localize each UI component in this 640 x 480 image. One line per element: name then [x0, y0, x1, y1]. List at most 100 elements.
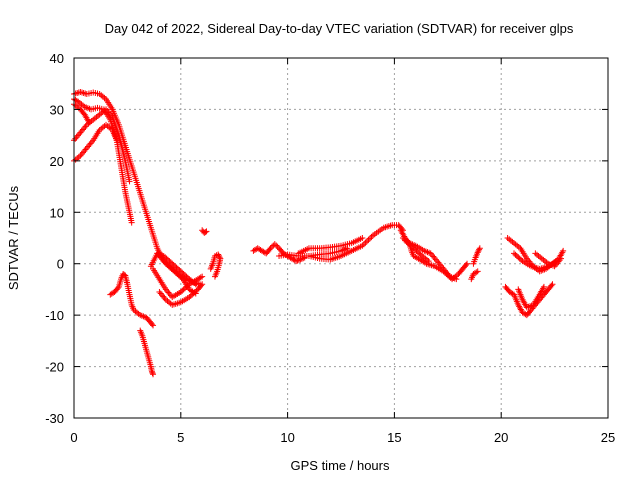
- data-point: [549, 281, 556, 288]
- data-point: [293, 258, 300, 265]
- data-point: [167, 259, 174, 266]
- data-point: [271, 241, 278, 248]
- data-point: [217, 255, 224, 262]
- data-point: [177, 268, 184, 275]
- data-point: [199, 281, 206, 288]
- data-point: [197, 274, 204, 281]
- data-point: [413, 247, 420, 254]
- data-point: [178, 274, 185, 281]
- axis-ticks: 0 5 10 15 20 25 -30 -20 -10 0 10 20 30 40: [45, 51, 615, 445]
- data-point: [172, 269, 179, 276]
- y-tick-label: -10: [45, 308, 64, 323]
- data-point: [169, 260, 176, 267]
- grid: [74, 58, 608, 418]
- data-point: [160, 253, 167, 259]
- data-point: [462, 262, 469, 268]
- data-point: [202, 229, 209, 236]
- x-tick-label: 10: [280, 430, 294, 445]
- data-point: [169, 267, 176, 274]
- y-tick-label: 20: [50, 154, 64, 169]
- x-tick-label: 0: [70, 430, 77, 445]
- data-point: [126, 178, 133, 185]
- data-track: [207, 251, 224, 280]
- data-point: [186, 294, 193, 301]
- data-track: [515, 283, 547, 311]
- data-track: [147, 250, 199, 288]
- data-track: [470, 245, 483, 267]
- data-point: [128, 219, 135, 226]
- data-point: [198, 282, 205, 289]
- data-point: [560, 247, 567, 254]
- data-point: [473, 269, 480, 276]
- data-point: [365, 236, 372, 243]
- data-point: [474, 268, 481, 275]
- data-track: [71, 106, 133, 185]
- data-point: [179, 269, 186, 276]
- data-point: [148, 321, 155, 328]
- data-point: [406, 241, 413, 248]
- data-track: [71, 88, 204, 288]
- x-tick-label: 5: [177, 430, 184, 445]
- data-track: [295, 235, 366, 257]
- data-point: [182, 272, 189, 279]
- data-track: [468, 268, 481, 283]
- data-point: [425, 258, 432, 265]
- data-point: [85, 119, 92, 126]
- plot-frame: [73, 57, 609, 419]
- data-point: [344, 245, 351, 252]
- y-axis-label: SDTVAR / TECUs: [6, 185, 21, 290]
- y-tick-label: 10: [50, 205, 64, 220]
- data-track: [107, 271, 157, 329]
- data-point: [172, 263, 179, 270]
- data-point: [403, 238, 410, 245]
- data-point: [149, 370, 156, 376]
- data-point: [174, 265, 181, 272]
- data-point: [161, 259, 168, 266]
- data-point: [476, 245, 483, 252]
- chart-title: Day 042 of 2022, Sidereal Day-to-day VTE…: [105, 21, 574, 36]
- x-tick-label: 25: [601, 430, 615, 445]
- data-track: [199, 227, 210, 236]
- data-point: [407, 242, 414, 249]
- data-track: [154, 250, 199, 297]
- data-point: [192, 290, 199, 297]
- data-point: [464, 260, 471, 267]
- data-track: [305, 245, 351, 259]
- data-point: [163, 255, 170, 262]
- data-point: [174, 271, 181, 277]
- data-point: [180, 271, 187, 277]
- data-point: [416, 250, 423, 257]
- data-point: [216, 254, 223, 261]
- data-point: [417, 251, 424, 258]
- data-point: [366, 235, 373, 242]
- data-point: [164, 256, 171, 263]
- data-point: [171, 268, 178, 275]
- data-point: [184, 274, 191, 281]
- data-point: [73, 97, 80, 104]
- data-point: [515, 254, 522, 261]
- data-point: [148, 368, 155, 375]
- data-point: [294, 257, 301, 264]
- data-track: [276, 222, 406, 263]
- data-point: [516, 255, 523, 262]
- data-point: [476, 246, 483, 253]
- data-point: [121, 271, 128, 278]
- x-tick-label: 15: [387, 430, 401, 445]
- data-point: [179, 287, 186, 294]
- y-tick-label: 0: [57, 257, 64, 272]
- data-point: [175, 272, 182, 279]
- data-point: [548, 282, 555, 289]
- data-point: [512, 251, 519, 258]
- data-point: [162, 254, 169, 261]
- data-track: [502, 281, 556, 319]
- y-tick-label: 40: [50, 51, 64, 66]
- data-point: [192, 281, 199, 288]
- data-point: [268, 243, 275, 250]
- data-point: [518, 256, 525, 263]
- data-point: [295, 257, 302, 264]
- data-point: [368, 233, 375, 240]
- data-point: [453, 276, 460, 283]
- data-point: [402, 237, 409, 244]
- data-point: [410, 245, 417, 252]
